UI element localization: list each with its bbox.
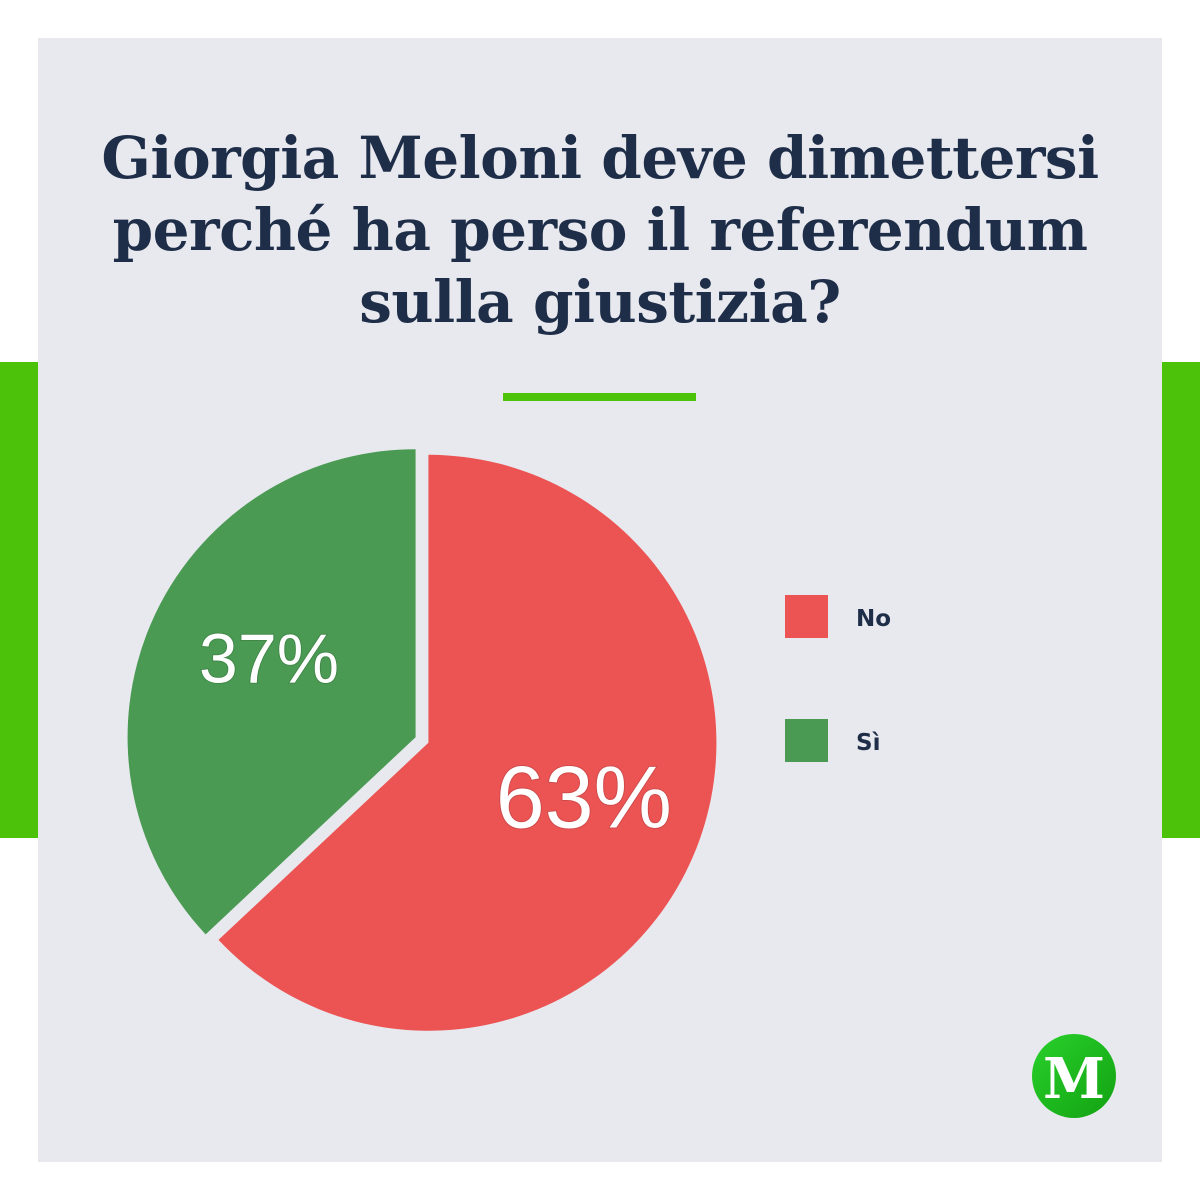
accent-bar-left xyxy=(0,362,38,838)
pie-slices xyxy=(127,449,717,1031)
slice-label-no: 63% xyxy=(496,748,672,847)
legend-label-si: Sì xyxy=(856,730,880,756)
accent-bar-right xyxy=(1162,362,1200,838)
title-line: Giorgia Meloni deve dimettersi xyxy=(101,124,1099,192)
title-line: perché ha perso il referendum xyxy=(112,196,1088,264)
title-divider xyxy=(503,393,696,401)
pie-labels: 63% 37% xyxy=(198,619,673,848)
logo-circle xyxy=(1032,1034,1116,1118)
pie-slice-no xyxy=(218,454,717,1031)
pie-slice-si xyxy=(127,449,416,935)
chart-legend: No Sì xyxy=(785,595,891,762)
legend-label-no: No xyxy=(856,606,891,632)
title-line: sulla giustizia? xyxy=(359,268,841,336)
poll-title: Giorgia Meloni deve dimettersi perché ha… xyxy=(0,122,1200,338)
brand-logo-icon: M xyxy=(1032,1034,1116,1118)
logo-letter: M xyxy=(1043,1046,1105,1112)
slice-label-si: 37% xyxy=(199,620,339,698)
legend-swatch-si xyxy=(785,719,828,762)
legend-swatch-no xyxy=(785,595,828,638)
